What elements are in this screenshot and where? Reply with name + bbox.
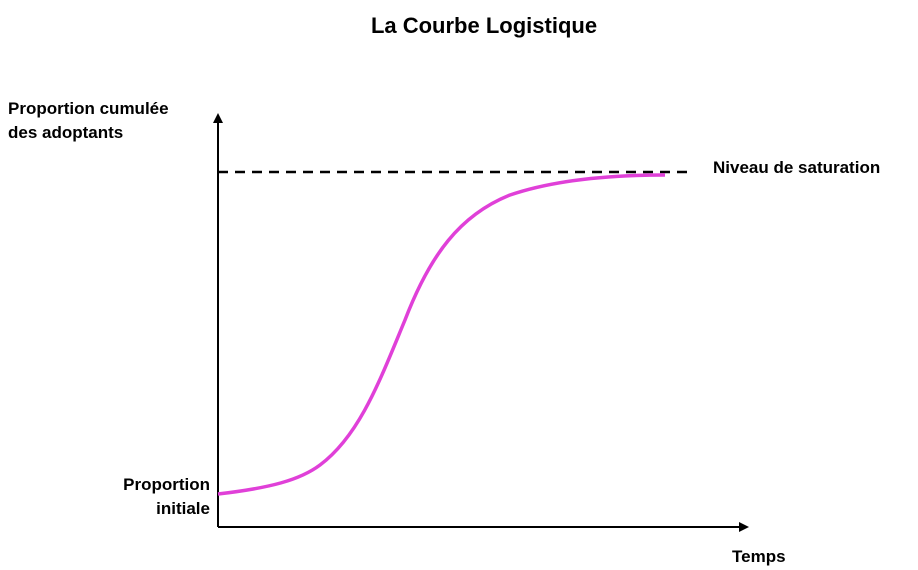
saturation-label: Niveau de saturation <box>713 158 880 177</box>
logistic-curve <box>217 173 666 496</box>
x-axis-label: Temps <box>732 547 786 566</box>
initial-label: Proportion <box>123 475 210 494</box>
y-axis-label: Proportion cumulée <box>8 99 169 118</box>
y-axis-label: des adoptants <box>8 123 123 142</box>
initial-label: initiale <box>156 499 210 518</box>
title: La Courbe Logistique <box>371 13 597 38</box>
